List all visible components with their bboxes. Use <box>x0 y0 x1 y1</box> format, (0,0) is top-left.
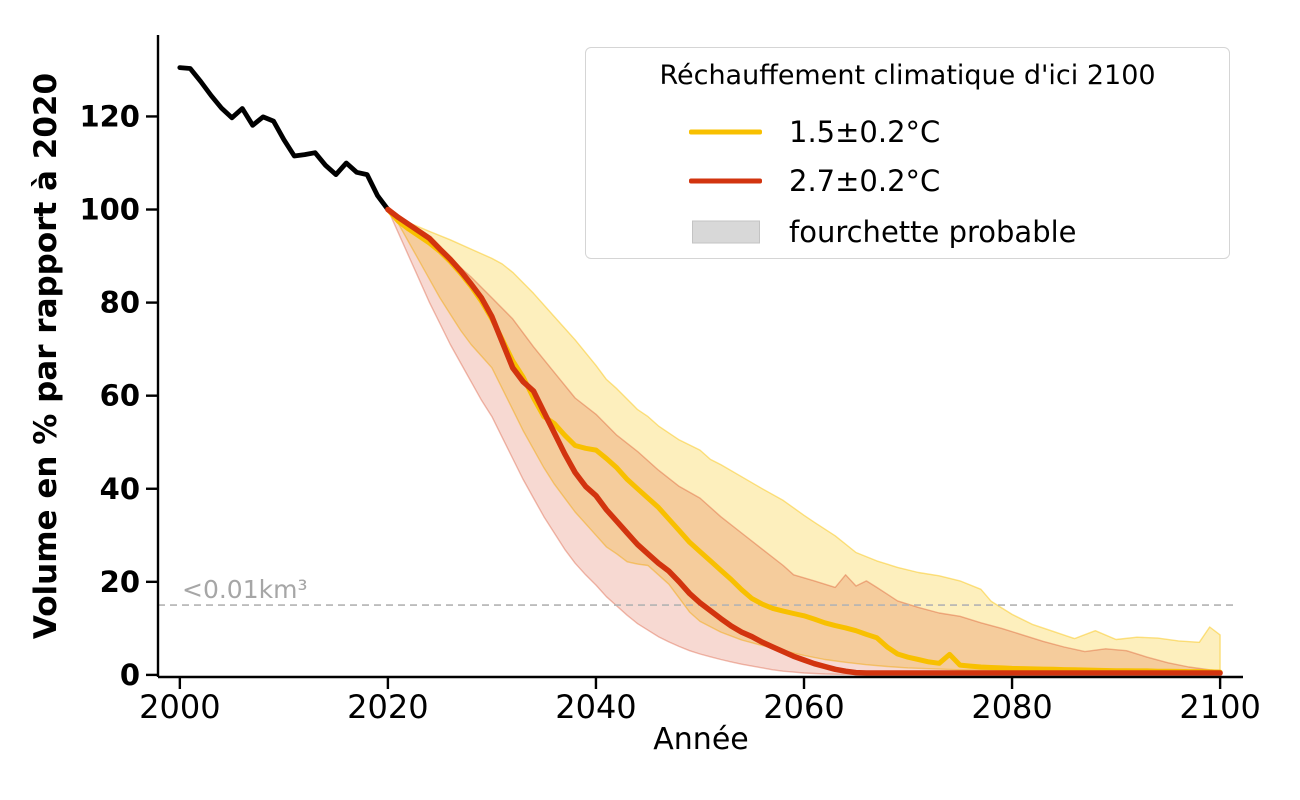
y-axis-label: Volume en % par rapport à 2020 <box>28 72 64 640</box>
legend-label-1-5: 1.5±0.2°C <box>789 115 941 149</box>
legend-title: Réchauffement climatique d'ici 2100 <box>659 60 1156 91</box>
y-tick-label-60: 60 <box>100 379 140 413</box>
y-tick-label-80: 80 <box>100 286 140 320</box>
y-tick-label-120: 120 <box>79 99 140 133</box>
legend-item-2-7: 2.7±0.2°C <box>586 155 1229 207</box>
x-axis-label: Année <box>653 722 749 757</box>
legend-patch-swatch-band <box>692 220 760 244</box>
legend-label-band: fourchette probable <box>789 215 1077 249</box>
series-line-historical <box>177 65 391 212</box>
x-tick-label-2000: 2000 <box>139 688 220 726</box>
legend-line-swatch-1-5 <box>689 129 762 135</box>
x-tick-label-2100: 2100 <box>1179 688 1260 726</box>
threshold-annotation: <0.01km³ <box>182 575 308 604</box>
series-line-2-7 <box>385 206 1223 676</box>
y-tick-label-100: 100 <box>79 193 140 227</box>
legend: Réchauffement climatique d'ici 2100 1.5±… <box>585 47 1230 259</box>
legend-item-1-5: 1.5±0.2°C <box>586 106 1229 158</box>
legend-item-band: fourchette probable <box>586 206 1229 258</box>
x-tick-label-2060: 2060 <box>763 688 844 726</box>
x-tick-label-2040: 2040 <box>555 688 636 726</box>
x-tick-label-2080: 2080 <box>971 688 1052 726</box>
legend-line-swatch-2-7 <box>689 178 762 184</box>
y-tick-label-20: 20 <box>100 565 140 599</box>
x-tick-label-2020: 2020 <box>347 688 428 726</box>
y-tick-label-0: 0 <box>120 658 140 692</box>
y-tick-label-40: 40 <box>100 472 140 506</box>
legend-label-2-7: 2.7±0.2°C <box>789 164 941 198</box>
uncertainty-band-1-5 <box>387 208 1221 673</box>
